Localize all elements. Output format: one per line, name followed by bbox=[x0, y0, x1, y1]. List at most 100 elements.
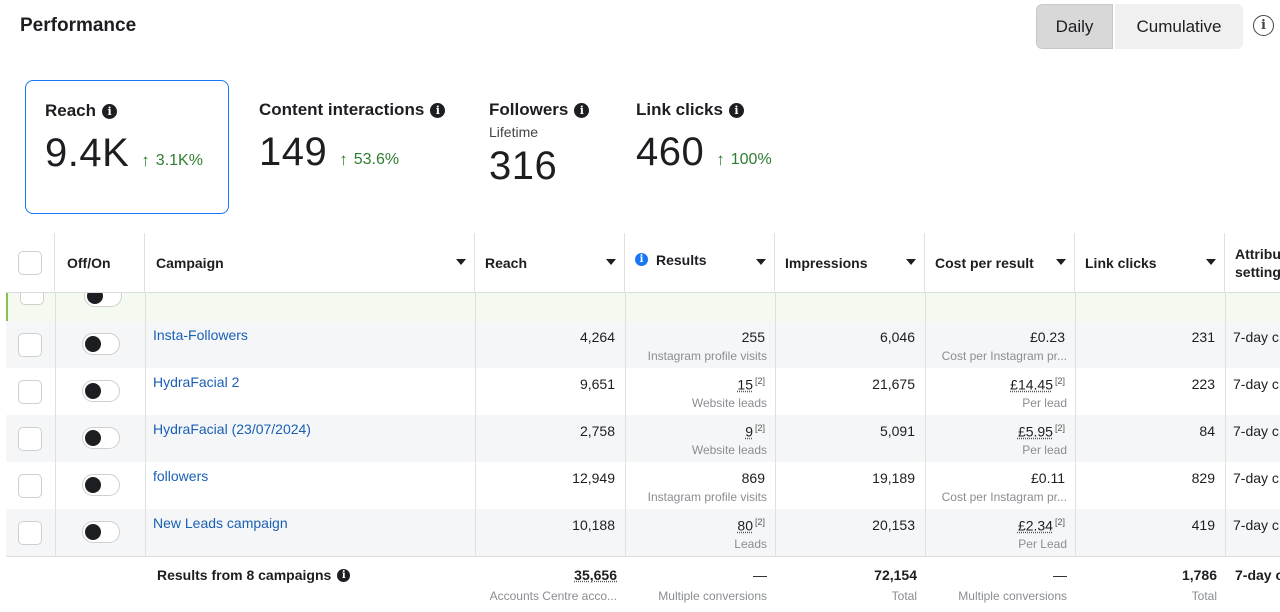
cost-value[interactable]: £0.23 bbox=[1029, 329, 1065, 345]
campaign-toggle[interactable] bbox=[82, 474, 120, 496]
link-clicks-value: 223 bbox=[1191, 376, 1215, 392]
campaign-name-link[interactable]: HydraFacial 2 bbox=[153, 374, 240, 390]
footnote-marker: [2] bbox=[1054, 376, 1065, 386]
info-icon[interactable]: i bbox=[574, 102, 590, 118]
cost-type: Cost per Instagram pr... bbox=[941, 490, 1067, 504]
reach-value: 9,651 bbox=[579, 376, 615, 392]
campaign-toggle[interactable] bbox=[82, 427, 120, 449]
link-clicks-value: 231 bbox=[1191, 329, 1215, 345]
metric-card-link-clicks[interactable]: Link clicks i 460 ↑ 100% bbox=[636, 80, 806, 214]
link-clicks-value: 419 bbox=[1191, 517, 1215, 533]
table-row[interactable]: HydraFacial (23/07/2024) 2,758 9 [2] Website… bbox=[6, 415, 1280, 462]
campaign-name-link[interactable]: followers bbox=[153, 468, 209, 484]
info-icon[interactable]: i bbox=[635, 253, 648, 266]
campaign-toggle[interactable] bbox=[84, 293, 122, 307]
campaign-name-link[interactable]: Insta-Followers bbox=[153, 327, 248, 343]
metric-value: 9.4K bbox=[45, 131, 130, 175]
column-header-impressions[interactable]: Impressions bbox=[775, 233, 925, 293]
daily-button[interactable]: Daily bbox=[1036, 4, 1113, 49]
sort-caret-icon[interactable] bbox=[606, 259, 616, 265]
metric-delta: 3.1K% bbox=[155, 152, 203, 169]
arrow-up-icon: ↑ bbox=[339, 150, 348, 169]
table-header: Off/On Campaign Reach i Results Impressi… bbox=[6, 233, 1280, 293]
metric-label: Link clicks bbox=[636, 100, 723, 119]
metric-label: Content interactions bbox=[259, 100, 425, 119]
column-label: Off/On bbox=[67, 255, 111, 271]
cost-value[interactable]: £0.11 bbox=[1031, 470, 1065, 486]
row-checkbox[interactable] bbox=[18, 427, 42, 451]
results-value[interactable]: 15 bbox=[737, 376, 753, 393]
table-row[interactable]: New Leads campaign 10,188 80 [2] Leads 20,153… bbox=[6, 509, 1280, 556]
results-value[interactable]: 80 bbox=[737, 517, 753, 534]
attribution-value: 7-day c bbox=[1233, 329, 1279, 345]
column-label: Link clicks bbox=[1085, 255, 1157, 271]
results-value[interactable]: 869 bbox=[741, 470, 765, 486]
campaign-toggle[interactable] bbox=[82, 333, 120, 355]
cumulative-button[interactable]: Cumulative bbox=[1115, 4, 1243, 49]
sort-caret-icon[interactable] bbox=[756, 259, 766, 265]
column-header-cost-per-result[interactable]: Cost per result bbox=[925, 233, 1075, 293]
row-checkbox[interactable] bbox=[18, 333, 42, 357]
info-icon[interactable]: i bbox=[337, 568, 351, 582]
metric-label: Reach bbox=[45, 101, 97, 120]
column-header-results[interactable]: i Results bbox=[625, 233, 775, 293]
metric-value: 316 bbox=[489, 144, 558, 188]
info-icon[interactable]: i bbox=[728, 102, 744, 118]
table-row[interactable]: HydraFacial 2 9,651 15 [2] Website leads 21,6… bbox=[6, 368, 1280, 415]
sort-caret-icon[interactable] bbox=[456, 259, 466, 265]
results-value[interactable]: 255 bbox=[741, 329, 765, 345]
attribution-value: 7-day c bbox=[1233, 423, 1279, 439]
impressions-value: 5,091 bbox=[879, 423, 915, 439]
footer-results: — bbox=[753, 567, 767, 583]
metric-delta: 53.6% bbox=[353, 151, 400, 168]
row-checkbox[interactable] bbox=[18, 380, 42, 404]
table-row[interactable]: Insta-Followers 4,264 255 Instagram profile… bbox=[6, 321, 1280, 368]
campaign-name-link[interactable]: New Leads campaign bbox=[153, 515, 288, 531]
attribution-value: 7-day c bbox=[1233, 470, 1279, 486]
impressions-value: 6,046 bbox=[879, 329, 915, 345]
cost-type: Per lead bbox=[1022, 443, 1067, 457]
page-title: Performance bbox=[20, 15, 137, 36]
column-header-attribution[interactable]: Attribu setting bbox=[1225, 233, 1280, 293]
select-all-checkbox[interactable] bbox=[18, 251, 42, 275]
sort-caret-icon[interactable] bbox=[1056, 259, 1066, 265]
column-label: Cost per result bbox=[935, 255, 1034, 271]
table-footer: Results from 8 campaigns i 35,656 Accoun… bbox=[6, 556, 1280, 612]
column-header-reach[interactable]: Reach bbox=[475, 233, 625, 293]
row-checkbox[interactable] bbox=[18, 521, 42, 545]
column-header-campaign[interactable]: Campaign bbox=[145, 233, 475, 293]
campaign-name-link[interactable]: HydraFacial (23/07/2024) bbox=[153, 421, 311, 437]
column-divider bbox=[145, 293, 146, 612]
footer-results-sub: Multiple conversions bbox=[658, 589, 767, 603]
results-value[interactable]: 9 bbox=[745, 423, 753, 440]
table-row[interactable]: followers 12,949 869 Instagram profile visi… bbox=[6, 462, 1280, 509]
results-type: Instagram profile visits bbox=[647, 349, 767, 363]
cost-type: Per Lead bbox=[1018, 537, 1067, 551]
cost-value[interactable]: £5.95 bbox=[1017, 423, 1053, 440]
column-header-link-clicks[interactable]: Link clicks bbox=[1075, 233, 1225, 293]
results-type: Website leads bbox=[691, 443, 767, 457]
metric-card-content-interactions[interactable]: Content interactions i 149 ↑ 53.6% bbox=[259, 80, 459, 214]
info-icon[interactable]: i bbox=[102, 103, 118, 119]
metric-value: 149 bbox=[259, 130, 328, 174]
info-icon[interactable]: i bbox=[430, 102, 446, 118]
reach-value: 10,188 bbox=[572, 517, 615, 533]
view-toggle: Daily Cumulative bbox=[1036, 4, 1243, 49]
cost-value[interactable]: £2.34 bbox=[1017, 517, 1053, 534]
row-checkbox[interactable] bbox=[18, 474, 42, 498]
cost-value[interactable]: £14.45 bbox=[1010, 376, 1053, 393]
column-label: Attribu setting bbox=[1235, 246, 1280, 280]
results-type: Leads bbox=[734, 537, 767, 551]
sort-caret-icon[interactable] bbox=[1206, 259, 1216, 265]
metric-card-reach[interactable]: Reach i 9.4K ↑ 3.1K% bbox=[25, 80, 229, 214]
metric-card-followers[interactable]: Followers i Lifetime 316 bbox=[489, 80, 609, 214]
campaign-toggle[interactable] bbox=[82, 521, 120, 543]
sort-caret-icon[interactable] bbox=[906, 259, 916, 265]
campaign-table: Off/On Campaign Reach i Results Impressi… bbox=[6, 233, 1280, 612]
footer-reach-sub: Accounts Centre acco... bbox=[489, 589, 617, 603]
row-checkbox[interactable] bbox=[20, 293, 44, 305]
column-divider bbox=[625, 293, 626, 612]
campaign-toggle[interactable] bbox=[82, 380, 120, 402]
info-icon[interactable]: i bbox=[1253, 15, 1274, 36]
column-header-off-on[interactable]: Off/On bbox=[55, 233, 145, 293]
